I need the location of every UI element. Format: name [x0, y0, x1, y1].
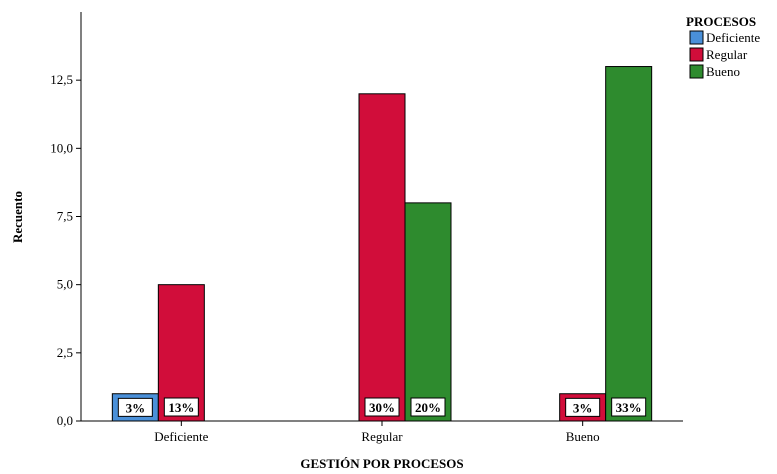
data-label: 33% — [616, 400, 642, 415]
chart-data-labels: 3% 13% 30% 20% 3% 33% — [117, 397, 647, 417]
chart-bars — [111, 66, 653, 422]
legend-label-regular: Regular — [706, 47, 748, 62]
y-tick-label: 0,0 — [57, 413, 73, 428]
data-label-box — [410, 397, 446, 417]
data-label: 20% — [415, 400, 441, 415]
legend-swatch-regular — [689, 47, 704, 62]
data-label: 3% — [573, 400, 593, 415]
x-axis-title: GESTIÓN POR PROCESOS — [300, 456, 463, 471]
data-label: 30% — [369, 400, 395, 415]
data-label: 13% — [168, 400, 194, 415]
legend-title: PROCESOS — [686, 14, 756, 29]
bar-bueno-regular — [404, 202, 452, 422]
x-tick-label: Deficiente — [154, 429, 208, 444]
data-label-box — [611, 397, 647, 417]
data-label-box — [364, 397, 400, 417]
y-tick-label: 2,5 — [57, 345, 73, 360]
legend: PROCESOS Deficiente Regular Bueno — [686, 14, 760, 79]
y-axis-title: Recuento — [10, 191, 25, 243]
data-label: 3% — [126, 400, 146, 415]
y-tick-label: 7,5 — [57, 209, 73, 224]
x-tick-label: Bueno — [566, 429, 600, 444]
bar-bueno-bueno — [605, 66, 653, 422]
chart-ticks: 0,0 2,5 5,0 7,5 10,0 12,5 Deficiente Regular Bue… — [50, 72, 599, 444]
bar-regular-regular — [358, 93, 406, 422]
y-tick-label: 10,0 — [50, 140, 73, 155]
y-tick-label: 12,5 — [50, 72, 73, 87]
y-tick-label: 5,0 — [57, 277, 73, 292]
data-label-box — [565, 397, 601, 417]
x-tick-label: Regular — [361, 429, 403, 444]
data-label-box — [117, 397, 153, 417]
legend-swatch-bueno — [689, 64, 704, 79]
legend-label-bueno: Bueno — [706, 64, 740, 79]
legend-swatch-deficiente — [689, 30, 704, 45]
data-label-box — [163, 397, 199, 417]
legend-label-deficiente: Deficiente — [706, 30, 760, 45]
